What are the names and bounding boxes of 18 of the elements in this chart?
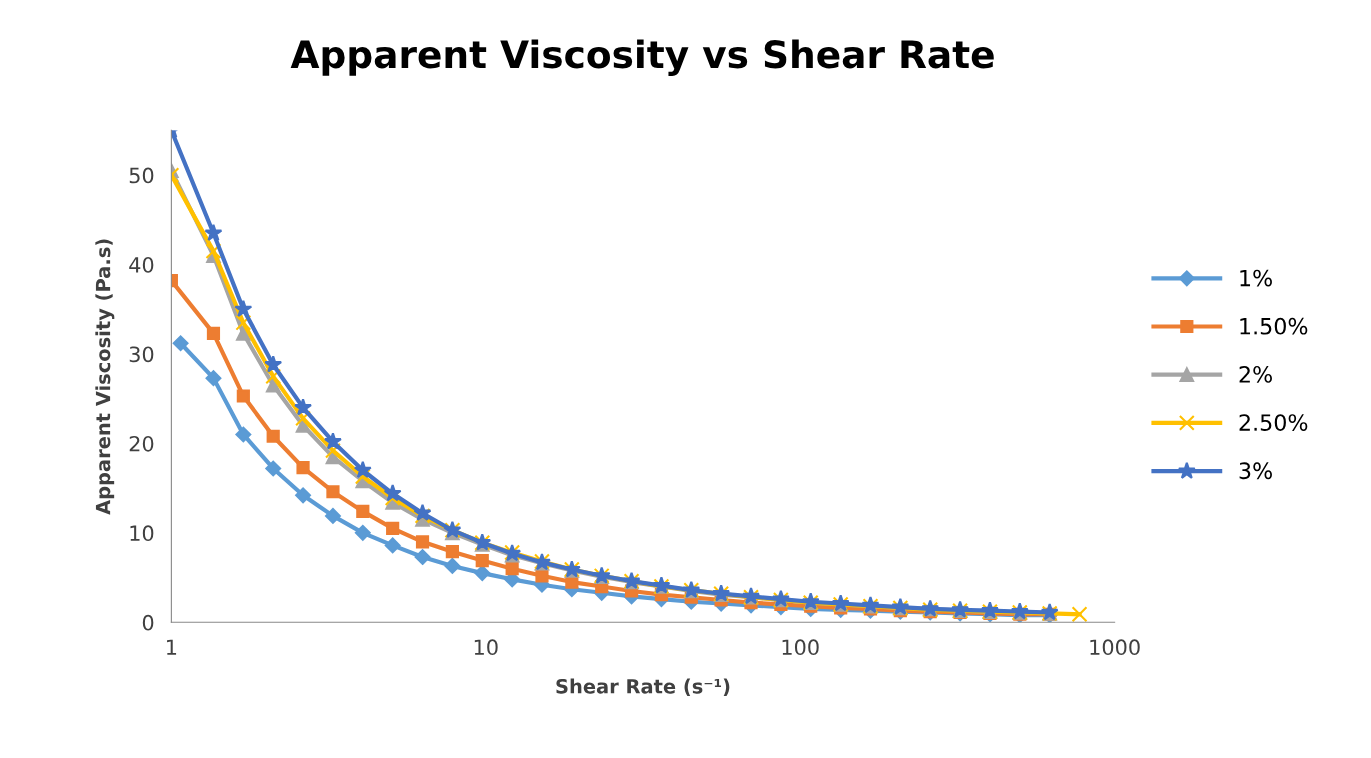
y-axis-title: Apparent Viscosity (Pa.s) — [95, 239, 115, 515]
y-tick-label: 50 — [129, 167, 154, 184]
legend-label: 2.50% — [1239, 414, 1308, 431]
x-tick-label: 100 — [782, 639, 819, 656]
y-tick-label: 10 — [130, 525, 154, 542]
y-tick-label: 30 — [129, 346, 154, 363]
legend-label: 2% — [1239, 365, 1272, 383]
x-tick-label: 1000 — [1090, 639, 1140, 656]
x-axis-title: Shear Rate (s⁻¹) — [556, 678, 730, 696]
x-tick-label: 1 — [167, 639, 177, 655]
y-tick-label: 20 — [129, 435, 154, 452]
x-tick-label: 10 — [474, 639, 498, 656]
chart-title: Apparent Viscosity vs Shear Rate — [290, 39, 994, 76]
legend-label: 3% — [1239, 462, 1272, 480]
legend-label: 1.50% — [1240, 317, 1308, 335]
y-tick-label: 40 — [129, 256, 154, 273]
y-tick-label: 0 — [142, 614, 154, 631]
legend-label: 1% — [1240, 269, 1272, 287]
